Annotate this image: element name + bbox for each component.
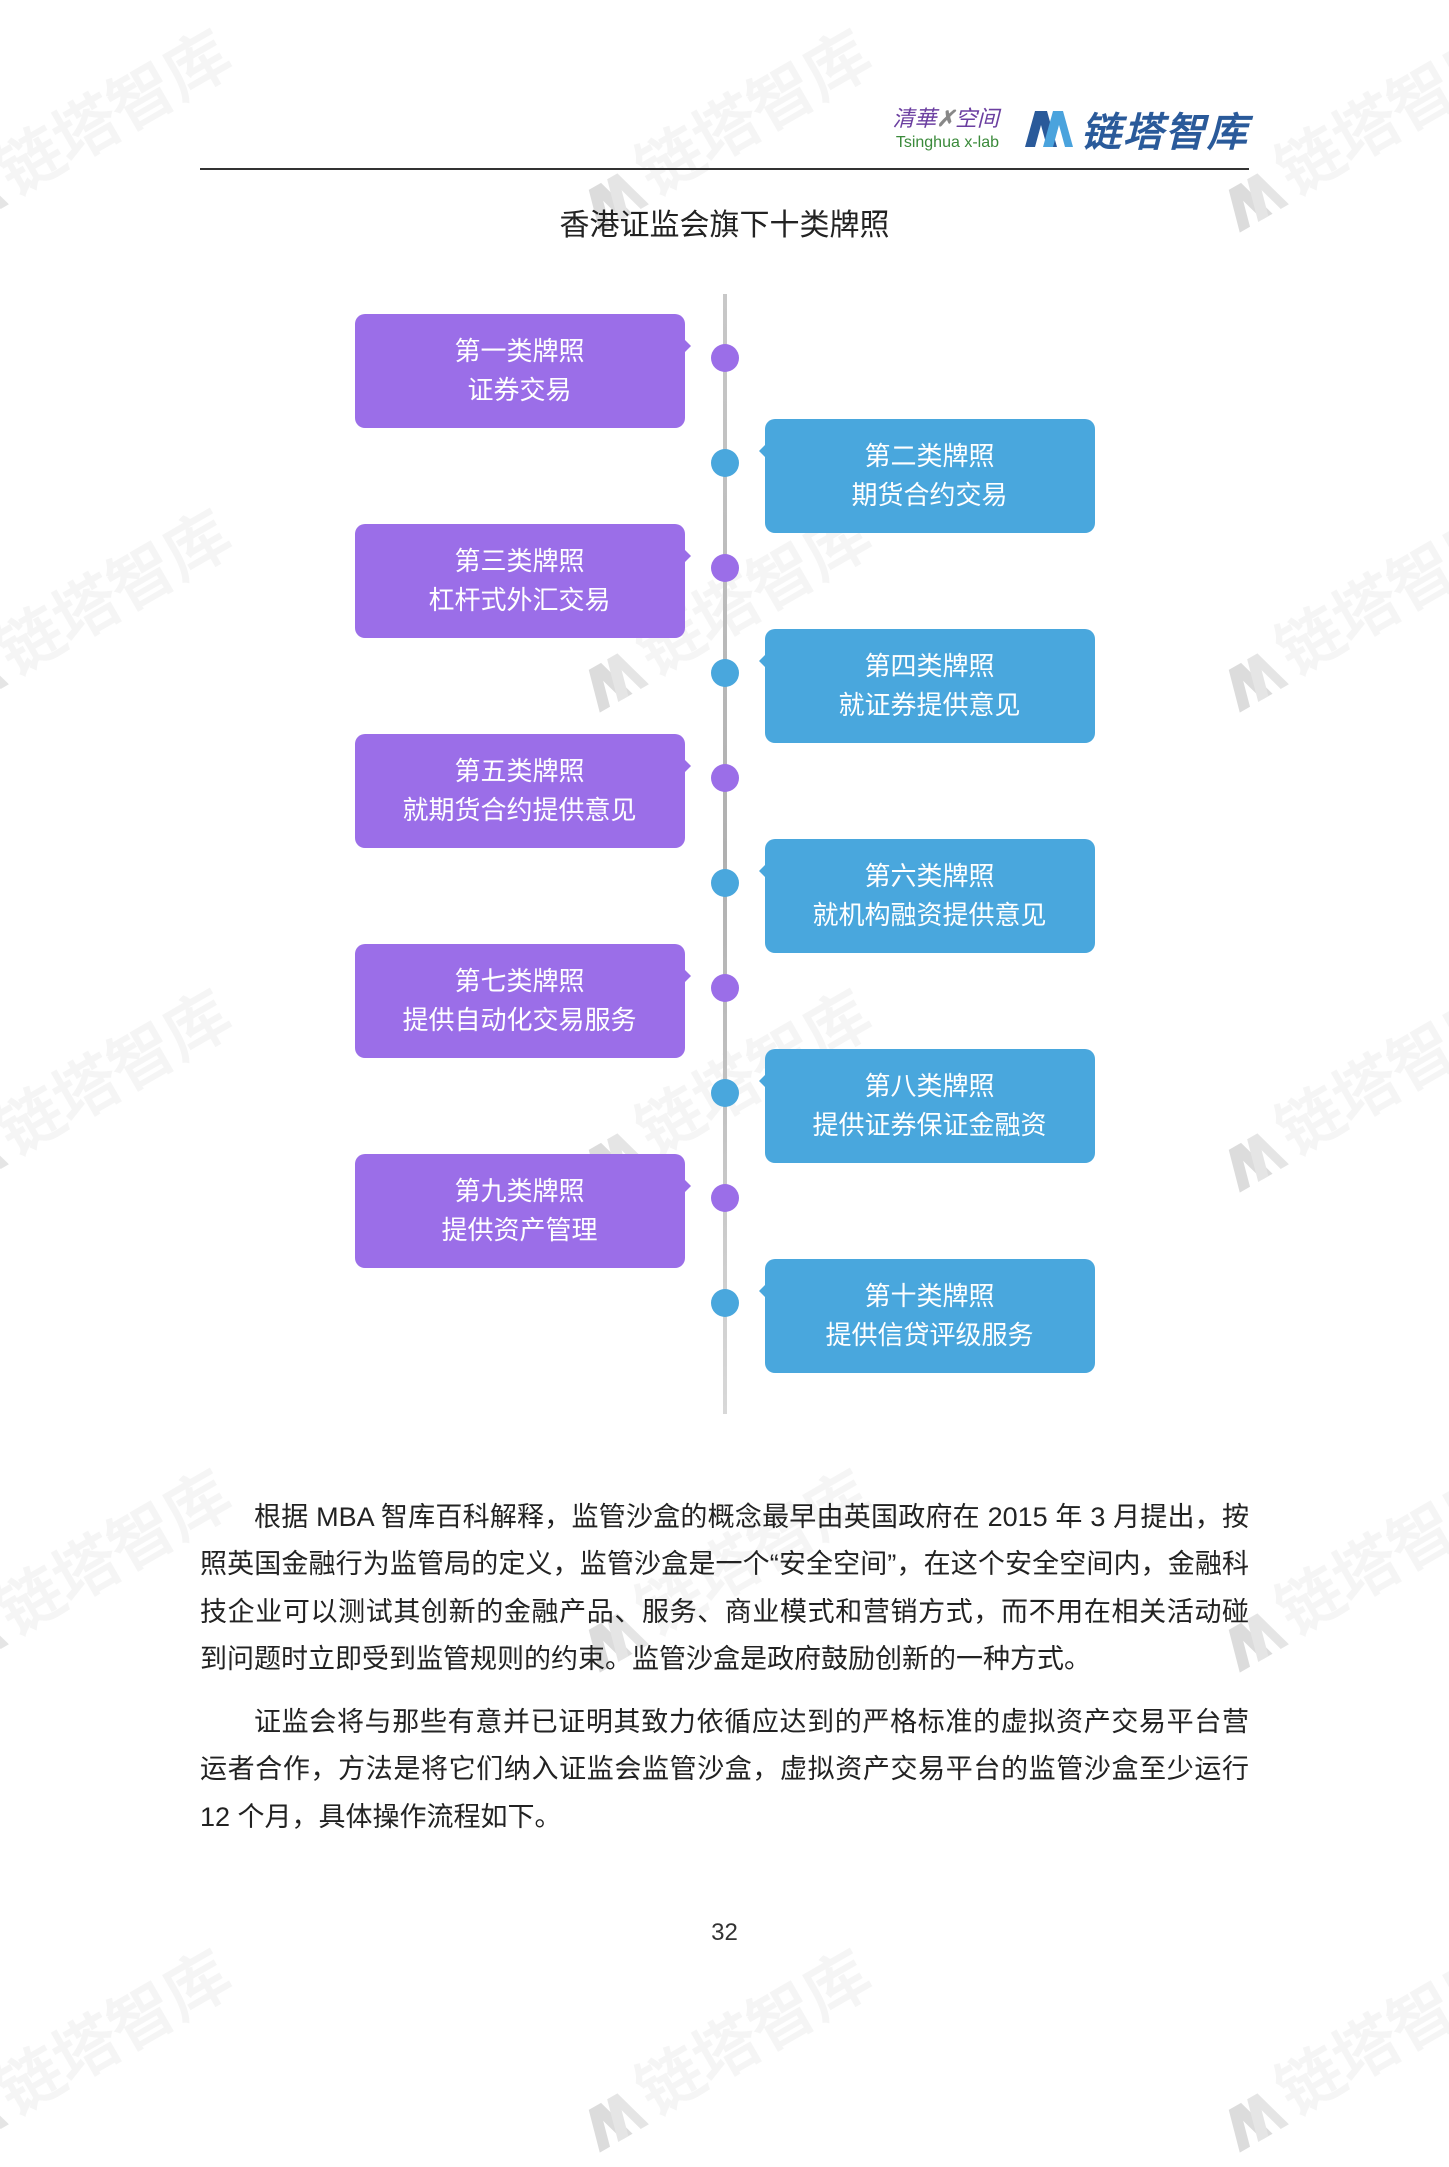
license-desc: 提供证券保证金融资 <box>785 1106 1075 1145</box>
license-title: 第八类牌照 <box>785 1067 1075 1106</box>
logo-x-icon: ✗ <box>937 106 955 131</box>
license-title: 第九类牌照 <box>375 1172 665 1211</box>
timeline-node <box>711 1184 739 1212</box>
license-title: 第二类牌照 <box>785 437 1075 476</box>
license-bubble: 第六类牌照就机构融资提供意见 <box>765 839 1095 953</box>
license-bubble: 第一类牌照证券交易 <box>355 314 685 428</box>
document-page: 清華✗空间 Tsinghua x-lab 链塔智库 香港证监会旗下十类牌照 第一… <box>0 0 1449 2047</box>
license-bubble: 第三类牌照杠杆式外汇交易 <box>355 524 685 638</box>
license-desc: 期货合约交易 <box>785 476 1075 515</box>
timeline-node <box>711 974 739 1002</box>
license-title: 第四类牌照 <box>785 647 1075 686</box>
timeline-node <box>711 449 739 477</box>
logo-tsinghua-en: Tsinghua x-lab <box>893 133 999 152</box>
license-desc: 提供自动化交易服务 <box>375 1001 665 1040</box>
license-bubble: 第八类牌照提供证券保证金融资 <box>765 1049 1095 1163</box>
license-title: 第七类牌照 <box>375 962 665 1001</box>
logo-tsinghua-cn-prefix: 清華 <box>893 106 937 131</box>
page-number: 32 <box>711 1919 738 1947</box>
license-bubble: 第九类牌照提供资产管理 <box>355 1154 685 1268</box>
license-desc: 证券交易 <box>375 371 665 410</box>
license-desc: 就证券提供意见 <box>785 686 1075 725</box>
chart-title: 香港证监会旗下十类牌照 <box>200 200 1249 244</box>
license-desc: 提供信贷评级服务 <box>785 1316 1075 1355</box>
license-desc: 就机构融资提供意见 <box>785 896 1075 935</box>
timeline-chart: 第一类牌照证券交易第二类牌照期货合约交易第三类牌照杠杆式外汇交易第四类牌照就证券… <box>200 294 1249 1414</box>
logo-liantazhi: 链塔智库 <box>1023 100 1249 158</box>
license-bubble: 第五类牌照就期货合约提供意见 <box>355 734 685 848</box>
logo-tsinghua-cn-suffix: 空间 <box>955 106 999 131</box>
license-title: 第一类牌照 <box>375 332 665 371</box>
timeline-node <box>711 869 739 897</box>
logo-liantazhi-text: 链塔智库 <box>1081 100 1249 158</box>
license-bubble: 第七类牌照提供自动化交易服务 <box>355 944 685 1058</box>
license-title: 第五类牌照 <box>375 752 665 791</box>
logo-liantazhi-icon <box>1023 107 1073 151</box>
logo-tsinghua: 清華✗空间 Tsinghua x-lab <box>893 106 999 152</box>
license-desc: 杠杆式外汇交易 <box>375 581 665 620</box>
license-desc: 提供资产管理 <box>375 1211 665 1250</box>
timeline-node <box>711 554 739 582</box>
license-bubble: 第十类牌照提供信贷评级服务 <box>765 1259 1095 1373</box>
timeline-node <box>711 659 739 687</box>
body-paragraph-2: 证监会将与那些有意并已证明其致力依循应达到的严格标准的虚拟资产交易平台营运者合作… <box>200 1699 1249 1841</box>
license-bubble: 第二类牌照期货合约交易 <box>765 419 1095 533</box>
license-desc: 就期货合约提供意见 <box>375 791 665 830</box>
body-paragraph-1: 根据 MBA 智库百科解释，监管沙盒的概念最早由英国政府在 2015 年 3 月… <box>200 1494 1249 1683</box>
timeline-node <box>711 1079 739 1107</box>
timeline-node <box>711 344 739 372</box>
license-title: 第三类牌照 <box>375 542 665 581</box>
header-logos: 清華✗空间 Tsinghua x-lab 链塔智库 <box>200 100 1249 170</box>
timeline-node <box>711 764 739 792</box>
license-title: 第十类牌照 <box>785 1277 1075 1316</box>
license-title: 第六类牌照 <box>785 857 1075 896</box>
timeline-node <box>711 1289 739 1317</box>
license-bubble: 第四类牌照就证券提供意见 <box>765 629 1095 743</box>
